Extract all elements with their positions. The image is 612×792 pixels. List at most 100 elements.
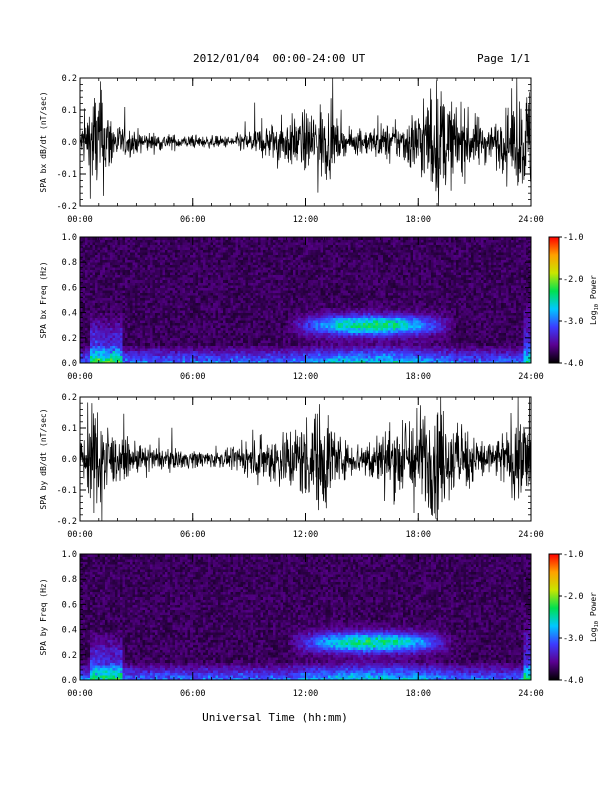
- heatmap-cell: [110, 353, 113, 356]
- heatmap-cell: [150, 300, 153, 303]
- heatmap-cell: [88, 310, 91, 313]
- heatmap-cell: [120, 340, 123, 343]
- heatmap-cell: [88, 318, 91, 321]
- heatmap-cell: [153, 285, 156, 288]
- heatmap-cell: [93, 355, 96, 358]
- heatmap-cell: [128, 340, 131, 343]
- heatmap-cell: [165, 343, 168, 346]
- heatmap-cell: [103, 343, 106, 346]
- heatmap-cell: [140, 287, 143, 290]
- heatmap-cell: [173, 340, 176, 343]
- heatmap-cell: [143, 330, 146, 333]
- heatmap-cell: [148, 262, 151, 265]
- heatmap-cell: [153, 323, 156, 326]
- heatmap-cell: [95, 272, 98, 275]
- heatmap-cell: [103, 272, 106, 275]
- heatmap-cell: [183, 292, 186, 295]
- heatmap-cell: [100, 280, 103, 283]
- heatmap-cell: [160, 292, 163, 295]
- heatmap-cell: [113, 300, 116, 303]
- heatmap-cell: [130, 343, 133, 346]
- heatmap-cell: [83, 267, 86, 270]
- heatmap-cell: [100, 313, 103, 316]
- heatmap-cell: [88, 353, 91, 356]
- heatmap-cell: [90, 282, 93, 285]
- heatmap-cell: [128, 313, 131, 316]
- heatmap-cell: [165, 282, 168, 285]
- heatmap-cell: [153, 313, 156, 316]
- heatmap-cell: [85, 340, 88, 343]
- heatmap-cell: [148, 265, 151, 268]
- heatmap-cell: [90, 315, 93, 318]
- heatmap-cell: [113, 295, 116, 298]
- heatmap-cell: [178, 345, 181, 348]
- heatmap-cell: [188, 287, 191, 290]
- heatmap-cell: [168, 267, 171, 270]
- heatmap-cell: [133, 257, 136, 260]
- heatmap-cell: [183, 305, 186, 308]
- heatmap-cell: [118, 328, 121, 331]
- heatmap-cell: [158, 260, 161, 263]
- heatmap-cell: [95, 275, 98, 278]
- heatmap-cell: [135, 335, 138, 338]
- heatmap-cell: [160, 353, 163, 356]
- heatmap-cell: [140, 348, 143, 351]
- heatmap-cell: [170, 305, 173, 308]
- heatmap-cell: [183, 265, 186, 268]
- heatmap-cell: [93, 262, 96, 265]
- heatmap-cell: [103, 252, 106, 255]
- heatmap-cell: [173, 315, 176, 318]
- heatmap-cell: [148, 257, 151, 260]
- heatmap-cell: [168, 355, 171, 358]
- heatmap-cell: [170, 338, 173, 341]
- heatmap-cell: [113, 333, 116, 336]
- heatmap-cell: [90, 297, 93, 300]
- heatmap-cell: [93, 320, 96, 323]
- heatmap-cell: [133, 240, 136, 243]
- heatmap-cell: [143, 338, 146, 341]
- heatmap-cell: [155, 270, 158, 273]
- heatmap-cell: [110, 255, 113, 258]
- heatmap-cell: [100, 252, 103, 255]
- heatmap-cell: [120, 345, 123, 348]
- heatmap-cell: [110, 277, 113, 280]
- heatmap-cell: [85, 265, 88, 268]
- heatmap-cell: [168, 245, 171, 248]
- heatmap-cell: [105, 305, 108, 308]
- heatmap-cell: [88, 315, 91, 318]
- heatmap-cell: [153, 315, 156, 318]
- heatmap-cell: [88, 285, 91, 288]
- heatmap-cell: [113, 262, 116, 265]
- heatmap-cell: [95, 257, 98, 260]
- heatmap-cell: [90, 300, 93, 303]
- heatmap-cell: [138, 303, 141, 306]
- heatmap-cell: [88, 260, 91, 263]
- heatmap-cell: [178, 313, 181, 316]
- heatmap-cell: [105, 353, 108, 356]
- heatmap-cell: [158, 277, 161, 280]
- heatmap-cell: [168, 275, 171, 278]
- heatmap-cell: [140, 325, 143, 328]
- heatmap-cell: [93, 303, 96, 306]
- heatmap-cell: [125, 245, 128, 248]
- heatmap-cell: [140, 250, 143, 253]
- heatmap-cell: [93, 315, 96, 318]
- heatmap-cell: [185, 338, 188, 341]
- heatmap-cell: [155, 330, 158, 333]
- heatmap-cell: [165, 280, 168, 283]
- heatmap-cell: [118, 305, 121, 308]
- heatmap-cell: [125, 257, 128, 260]
- heatmap-cell: [95, 255, 98, 258]
- heatmap-cell: [128, 353, 131, 356]
- heatmap-cell: [88, 292, 91, 295]
- heatmap-cell: [130, 247, 133, 250]
- heatmap-cell: [130, 270, 133, 273]
- heatmap-cell: [90, 250, 93, 253]
- heatmap-cell: [140, 260, 143, 263]
- heatmap-cell: [158, 338, 161, 341]
- heatmap-cell: [100, 328, 103, 331]
- heatmap-cell: [140, 290, 143, 293]
- heatmap-cell: [180, 240, 183, 243]
- heatmap-cell: [93, 323, 96, 326]
- heatmap-cell: [143, 287, 146, 290]
